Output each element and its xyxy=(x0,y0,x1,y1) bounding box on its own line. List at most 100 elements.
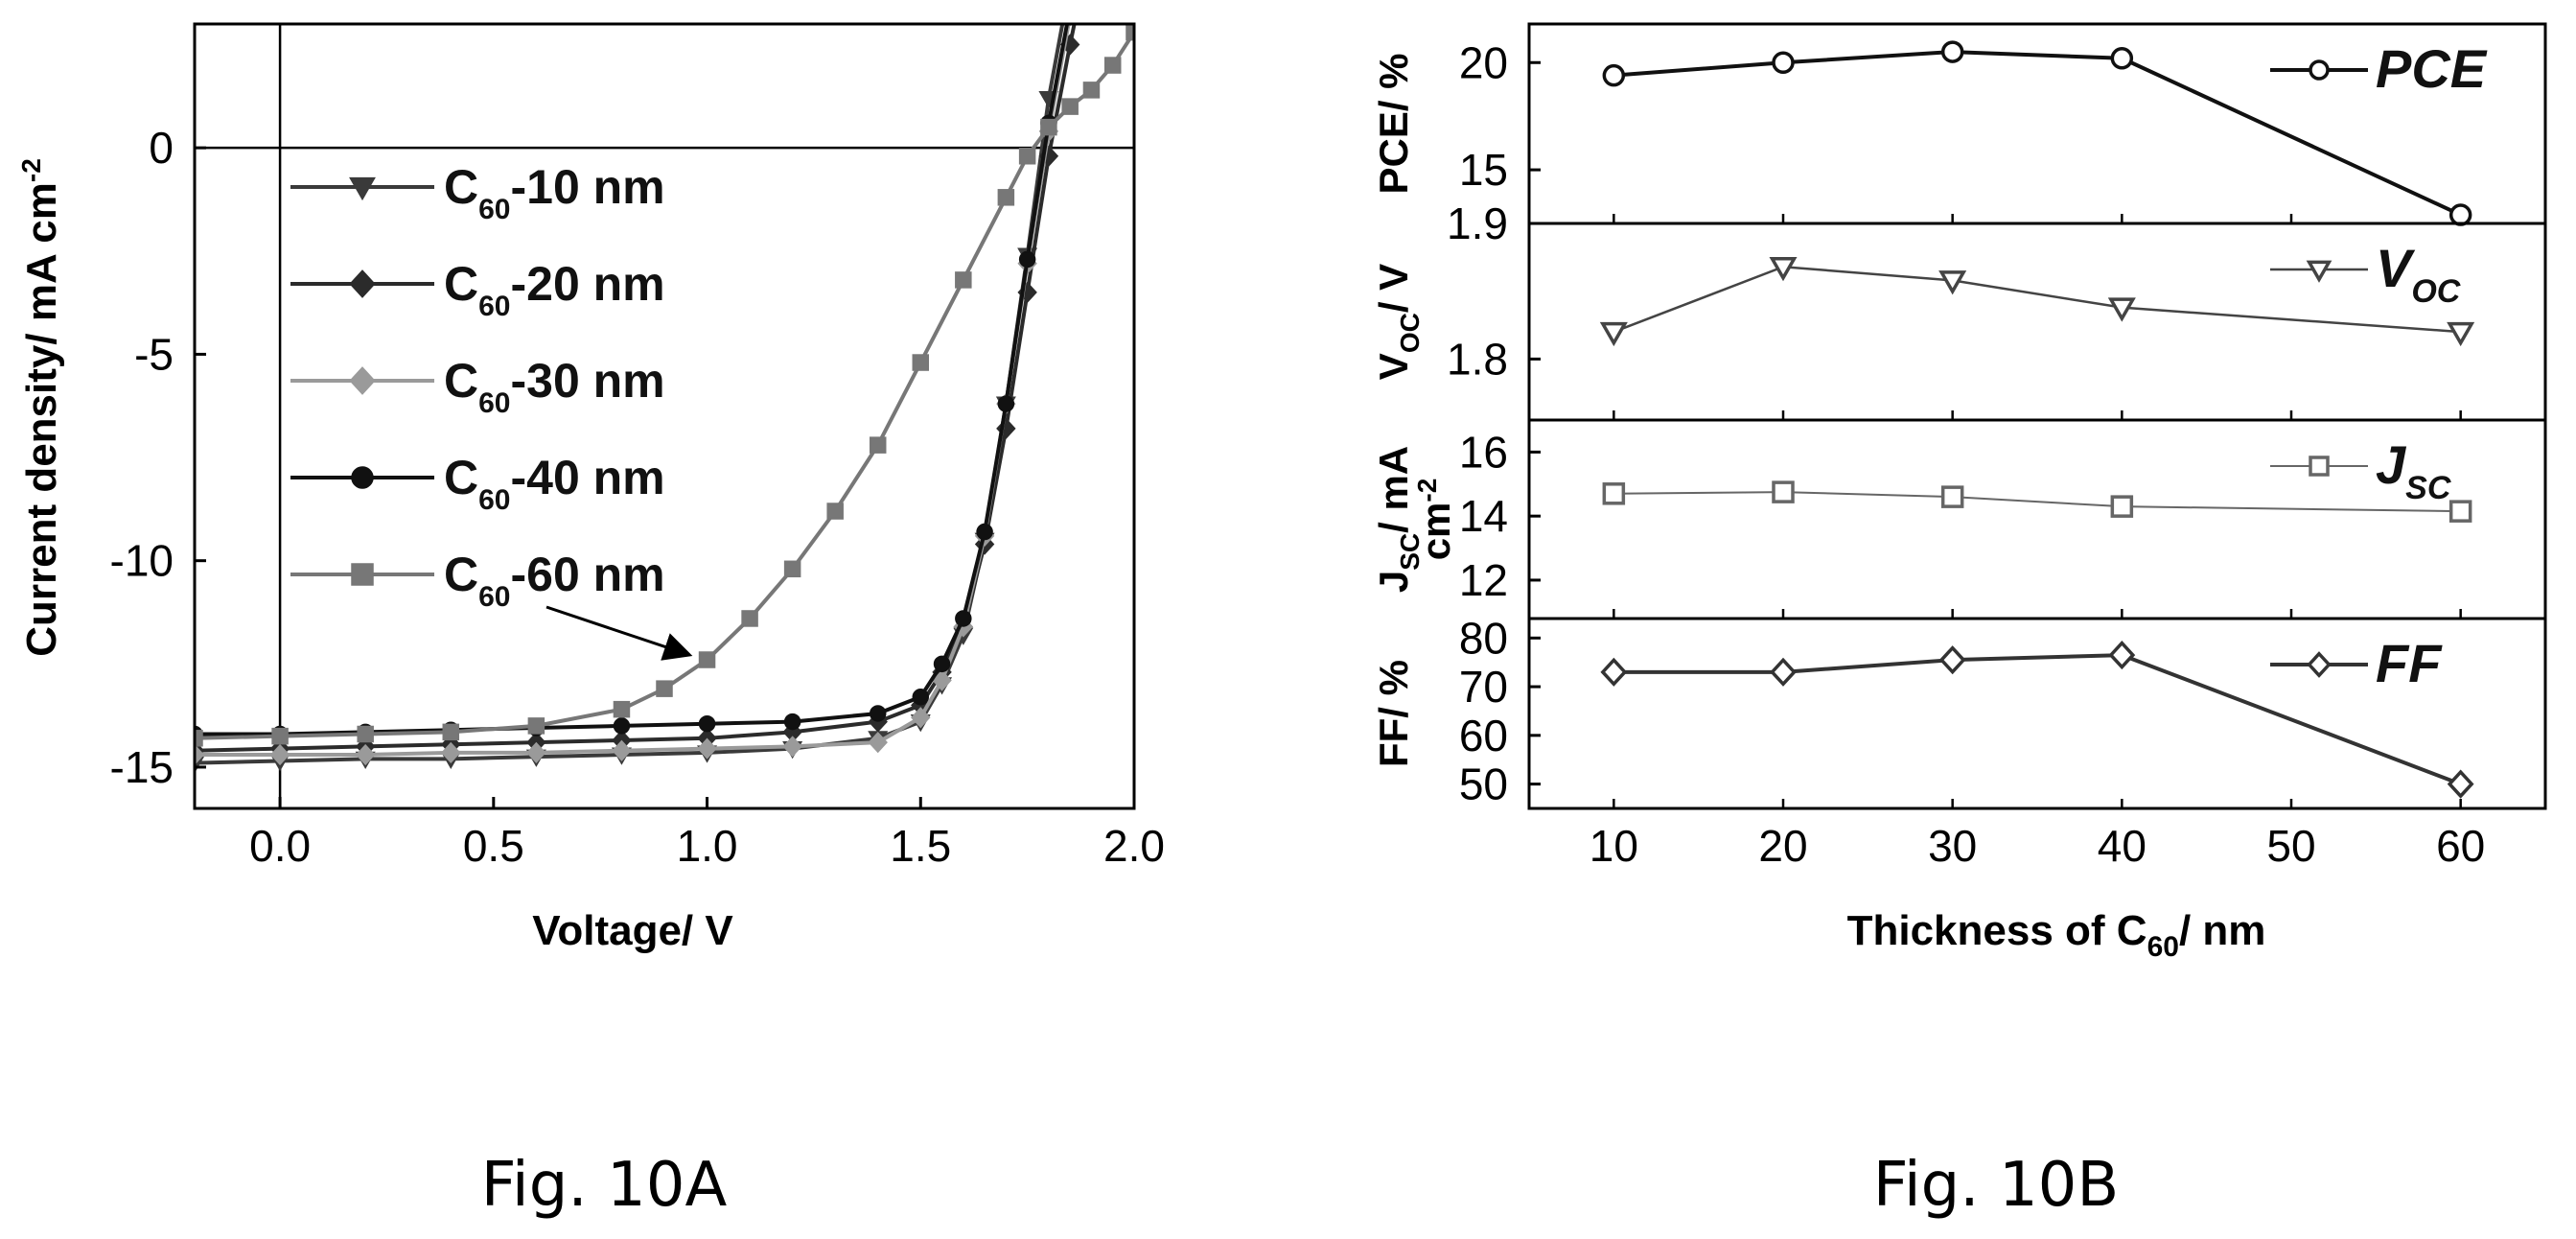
data-point xyxy=(933,655,951,673)
parameters-chart: 15 20 PCE PCE/ % 1.8 1.9 VOC VOC/ V 12 14 16 JSC JSC… xyxy=(1371,22,2547,963)
x-tick-label: 20 xyxy=(1758,821,1807,871)
data-point xyxy=(911,707,931,729)
y-tick-label: 60 xyxy=(1459,711,1508,760)
x-tick-label: 0.0 xyxy=(249,821,311,871)
data-point xyxy=(2110,495,2134,518)
stacked-panels: 15 20 PCE PCE/ % 1.8 1.9 VOC VOC/ V 12 14 16 JSC JSC… xyxy=(1371,22,2547,810)
x-tick-label: 40 xyxy=(2098,821,2147,871)
figure-caption-a: Fig. 10A xyxy=(481,1150,728,1221)
data-point xyxy=(741,610,758,627)
legend-label: C60-20 nm xyxy=(444,257,665,322)
y-axis-label: Current density/ mA cm-2 xyxy=(16,158,65,657)
x-tick-label: 2.0 xyxy=(1103,821,1165,871)
y-axis-label: VOC/ V xyxy=(1371,264,1425,380)
x-tick-label: 50 xyxy=(2266,821,2315,871)
legend-marker xyxy=(2306,260,2332,283)
legend-marker xyxy=(349,176,376,201)
panel-label: VOC xyxy=(2376,238,2461,310)
data-point xyxy=(782,736,802,758)
legend-item: C60-40 nm xyxy=(290,451,665,516)
legend-label: C60-60 nm xyxy=(444,548,665,613)
data-point xyxy=(868,732,888,754)
series-c60-60-nm xyxy=(195,24,1134,747)
y-axis-label: FF/ % xyxy=(1371,660,1416,767)
legend-marker xyxy=(351,466,374,489)
legend-marker xyxy=(351,563,374,586)
y-tick-label: 0 xyxy=(149,123,174,173)
y-tick-label: 1.8 xyxy=(1447,334,1508,384)
data-point xyxy=(1769,256,1798,282)
y-tick-label: 70 xyxy=(1459,662,1508,712)
data-point xyxy=(1772,480,1795,503)
legend-label: C60-10 nm xyxy=(444,160,665,225)
x-tick-label: 10 xyxy=(1590,821,1638,871)
x-axis-label: Thickness of C60/ nm xyxy=(1847,907,2266,963)
legend-label: C60-30 nm xyxy=(444,354,665,419)
x-tick-label: 60 xyxy=(2436,821,2485,871)
y-tick-label: 20 xyxy=(1459,37,1508,87)
y-tick-label: 12 xyxy=(1459,555,1508,605)
data-point xyxy=(912,689,930,706)
data-point xyxy=(1126,24,1134,41)
data-point xyxy=(955,610,972,627)
y-tick-label: -15 xyxy=(110,742,174,792)
x-tick-label: 30 xyxy=(1928,821,1977,871)
data-point xyxy=(697,737,717,760)
data-point xyxy=(613,700,631,718)
panel-frame xyxy=(1527,617,2547,810)
legend-marker xyxy=(2309,456,2330,477)
data-point xyxy=(1040,118,1057,136)
panel-label: FF xyxy=(2376,633,2443,693)
data-point xyxy=(698,651,716,668)
x-tick-label: 1.0 xyxy=(677,821,738,871)
y-tick-label: 50 xyxy=(1459,760,1508,809)
x-tick-label: 1.5 xyxy=(890,821,951,871)
y-tick-label: 16 xyxy=(1459,427,1508,477)
panel-label: JSC xyxy=(2376,434,2451,506)
data-point xyxy=(783,560,801,578)
data-point xyxy=(527,717,545,735)
legend: C60-10 nm C60-20 nm C60-30 nm C60-40 nm C60-… xyxy=(290,160,665,613)
legend-marker xyxy=(2309,59,2330,81)
data-point xyxy=(955,271,972,289)
data-point xyxy=(2448,203,2472,226)
y-tick-label: 15 xyxy=(1459,145,1508,195)
legend-marker xyxy=(349,269,376,298)
legend-item: C60-60 nm xyxy=(290,548,665,613)
figure-caption-b: Fig. 10B xyxy=(1873,1150,2120,1221)
legend-item: C60-10 nm xyxy=(290,160,665,225)
data-point xyxy=(2107,297,2136,322)
data-point xyxy=(1599,321,1628,347)
data-point xyxy=(976,523,993,541)
y-tick-label: -5 xyxy=(134,329,174,379)
data-point xyxy=(1018,148,1036,165)
data-point xyxy=(2448,500,2472,523)
panel-label: PCE xyxy=(2376,38,2488,99)
data-point xyxy=(195,743,205,766)
data-point xyxy=(1103,57,1122,74)
jv-chart: 0.0 0.5 1.0 1.5 2.0 0 -5 -10 -15 C60-10 nm C60-20… xyxy=(16,22,1165,954)
data-point xyxy=(269,743,290,766)
data-point xyxy=(2108,640,2136,670)
data-point xyxy=(656,680,673,697)
x-tick-group: 10 20 30 40 50 60 xyxy=(1590,821,2486,871)
data-point xyxy=(997,189,1015,206)
x-axis-label: Voltage/ V xyxy=(532,907,733,954)
data-point xyxy=(442,723,460,741)
data-point xyxy=(1940,40,1964,63)
legend-marker xyxy=(2307,651,2332,678)
data-point xyxy=(869,436,887,454)
data-point xyxy=(441,741,461,763)
data-point xyxy=(698,714,716,733)
data-point xyxy=(195,730,203,747)
data-point xyxy=(2447,769,2474,799)
data-point xyxy=(613,717,631,735)
jv-series-group xyxy=(195,24,1134,774)
y-tick-label: 1.9 xyxy=(1447,199,1508,248)
data-point xyxy=(1018,250,1036,269)
data-point xyxy=(1600,657,1628,687)
data-point xyxy=(997,395,1015,412)
data-point xyxy=(1940,485,1964,508)
y-axis-label: JSC/ mA xyxy=(1371,446,1425,593)
